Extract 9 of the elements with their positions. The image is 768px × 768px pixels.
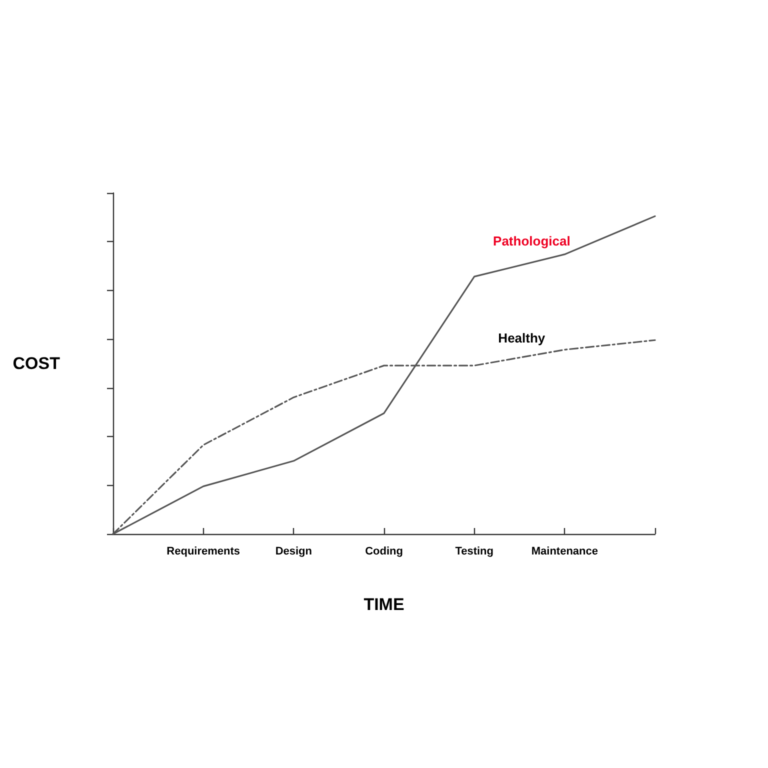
x-tick-label: Coding (365, 546, 403, 558)
y-axis-title: COST (12, 354, 61, 373)
series-label: Healthy (498, 330, 546, 346)
series-label: Pathological (493, 233, 570, 248)
x-tick-label: Testing (455, 546, 494, 558)
x-tick-label: Design (275, 546, 312, 558)
x-tick-label: Maintenance (531, 546, 598, 558)
x-tick-label: Requirements (166, 546, 240, 558)
x-axis-title: TIME (364, 595, 404, 614)
